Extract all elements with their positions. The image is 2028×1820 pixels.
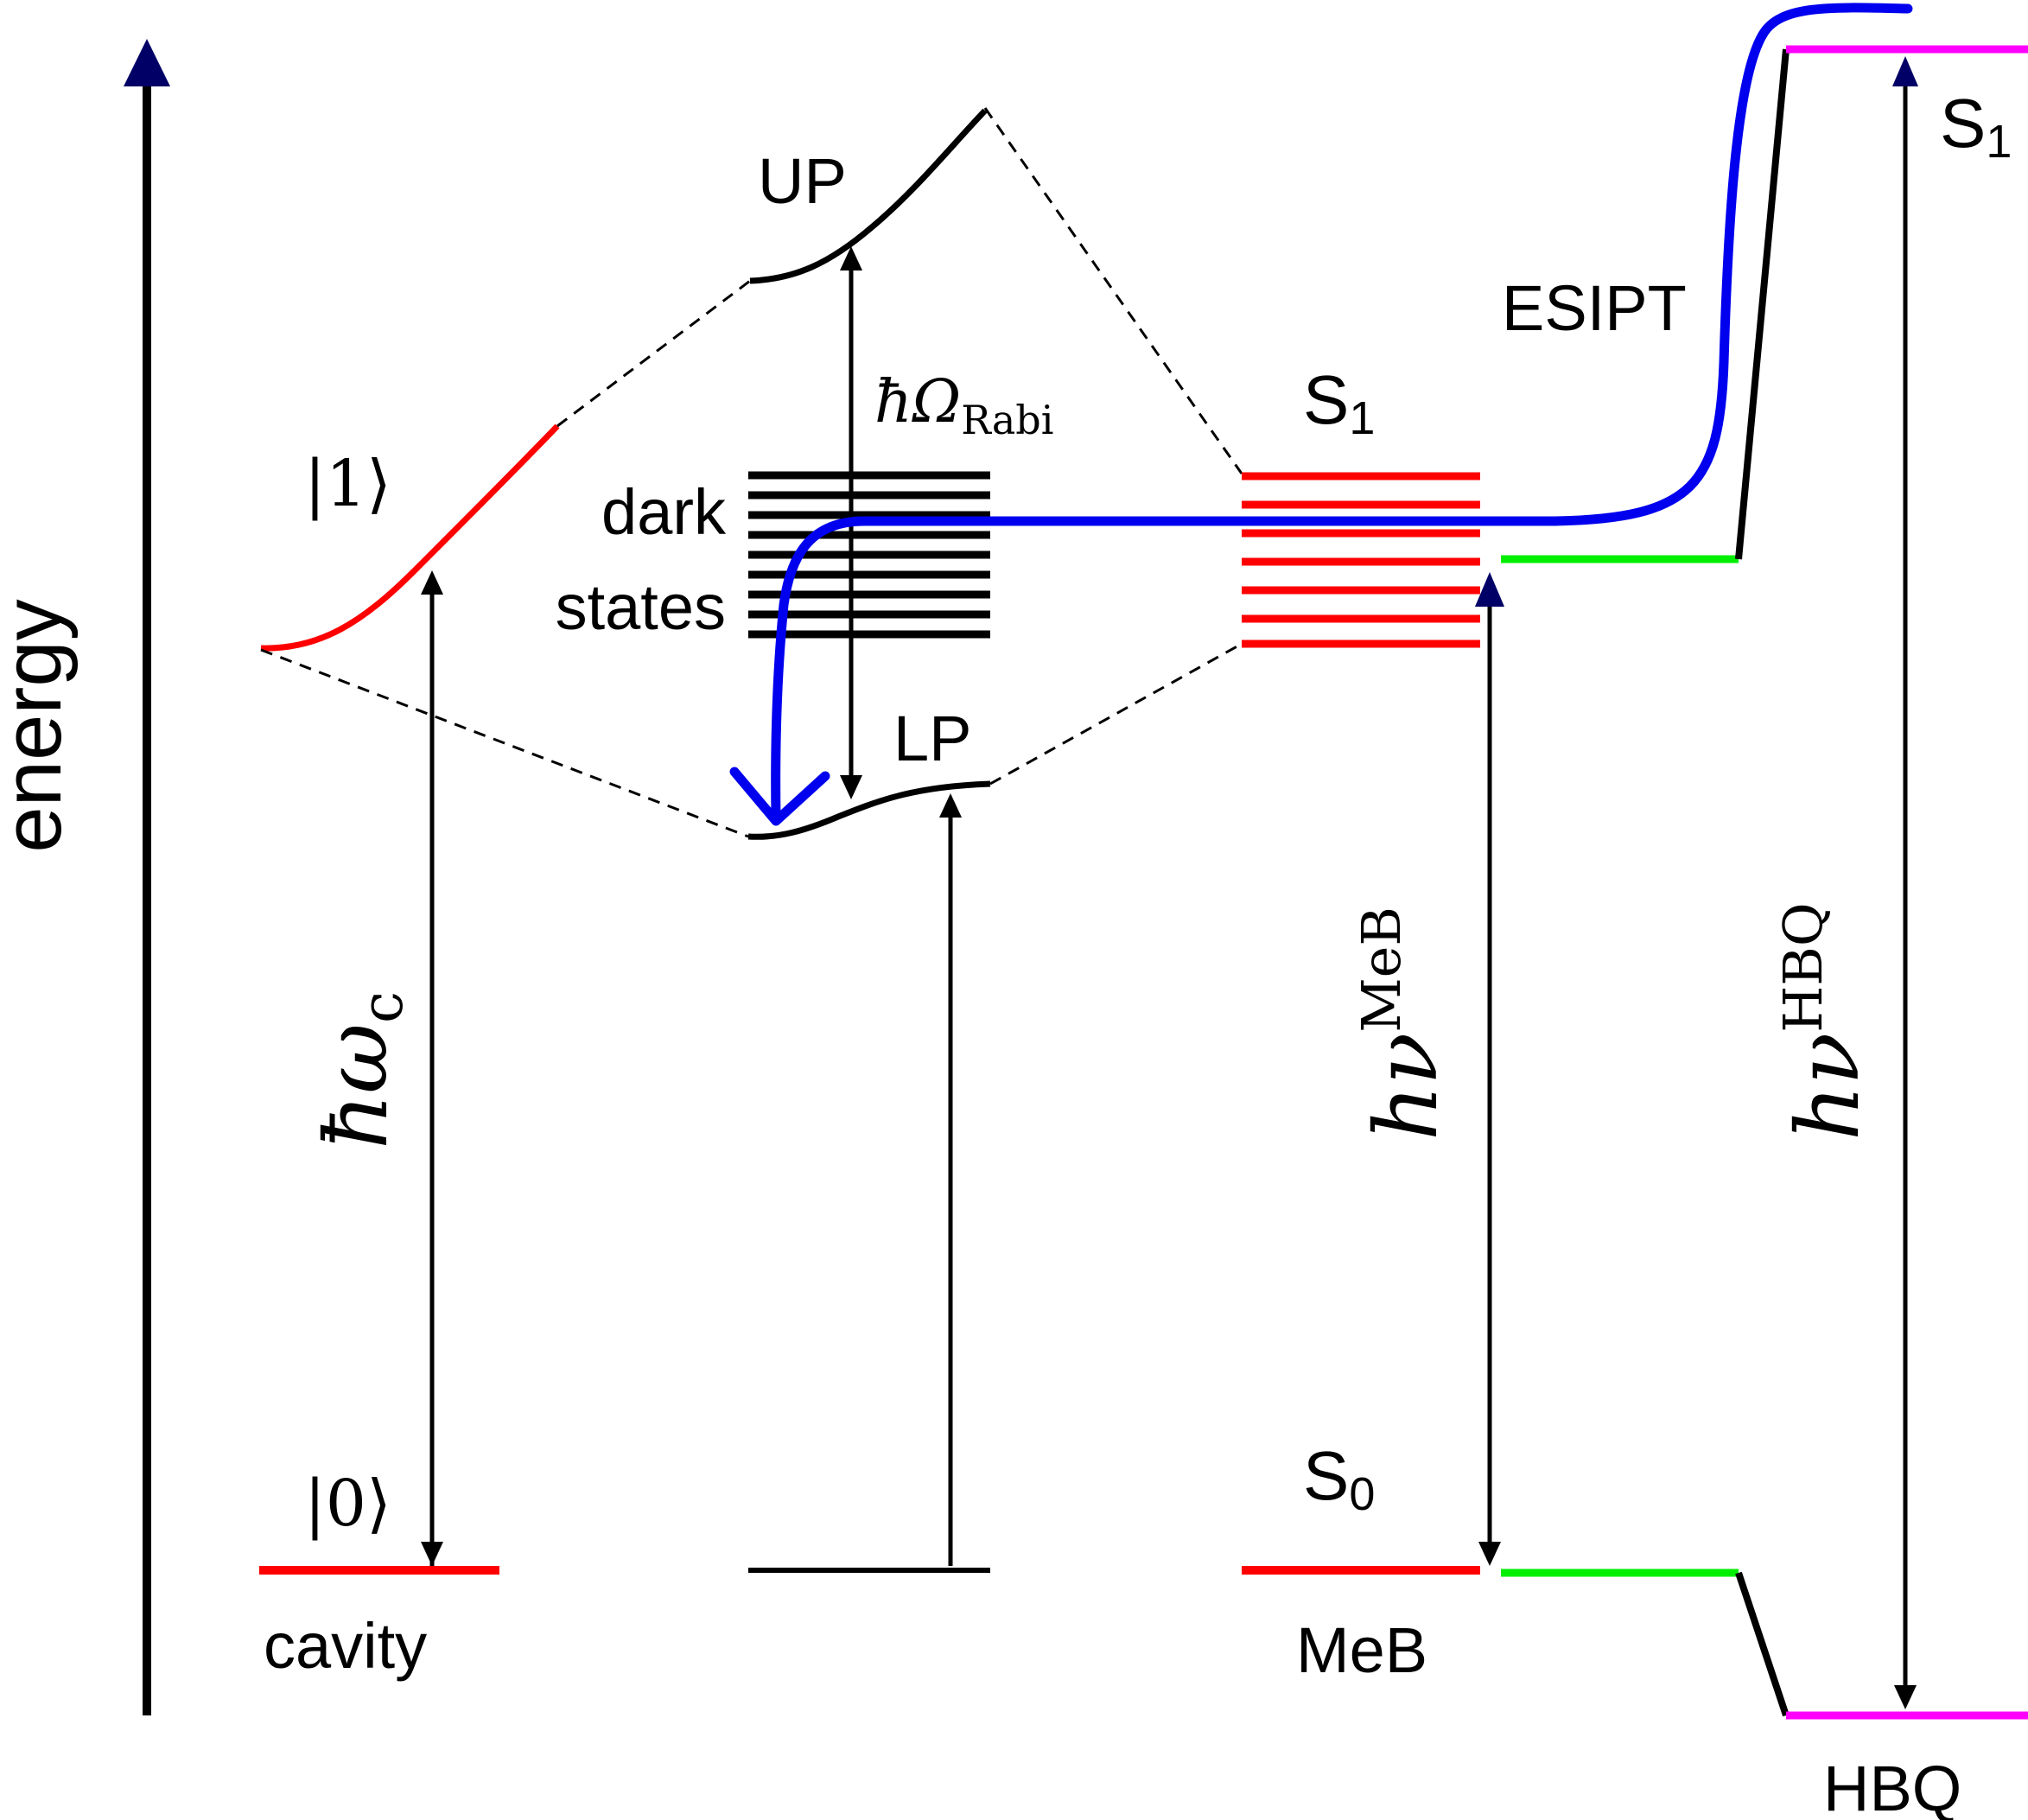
svg-text:hνMeB: hνMeB [1350, 907, 1457, 1141]
meb-arrowhead-top [1475, 572, 1504, 607]
cavity-arrowhead-top [421, 570, 443, 595]
hbq-label: HBQ [1823, 1753, 1961, 1820]
meb-label: MeB [1296, 1614, 1427, 1686]
lower-polariton-curve [747, 780, 991, 840]
cavity-excited-state-label: |1⟩ [304, 447, 391, 521]
energy-axis-label: energy [0, 599, 79, 853]
rabi-arrowhead-top [840, 246, 862, 270]
dark-states-label-line2: states [556, 571, 726, 643]
dash-cavity-lp [260, 648, 749, 838]
hbq-s1-label: S1 [1940, 85, 2012, 168]
svg-text:hνHBQ: hνHBQ [1771, 902, 1879, 1141]
meb-s1-manifold [1242, 472, 1480, 648]
hbq-arrowhead-top [1892, 56, 1918, 86]
esipt-label: ESIPT [1502, 272, 1687, 344]
cavity-label: cavity [264, 1610, 427, 1682]
hbq-arrowhead-bottom [1894, 1685, 1917, 1709]
dash-lp-meb [989, 642, 1243, 786]
relaxation-path [771, 3, 1913, 822]
dark-states-label-line1: dark [601, 476, 727, 548]
relaxation-arrowhead [729, 767, 830, 826]
esipt-slope-lower [1735, 1571, 1790, 1717]
upper-polariton-curve [749, 108, 988, 284]
meb-s1-label: S1 [1303, 361, 1375, 444]
lower-polariton-label: LP [893, 703, 972, 774]
meb-transition-label: hνMeB [1350, 907, 1457, 1141]
hbq-transition-label: hνHBQ [1771, 902, 1879, 1141]
lp-excitation-arrowhead [939, 793, 962, 818]
cavity-excited-curve [260, 423, 560, 652]
dash-cavity-up [556, 279, 751, 428]
esipt-slope-upper [1735, 48, 1790, 560]
rabi-label: ħΩRabi [874, 368, 1053, 443]
cavity-ground-state-label: |0⟩ [304, 1467, 391, 1541]
meb-s0-label: S0 [1303, 1437, 1375, 1520]
energy-axis-arrowhead [124, 39, 170, 86]
rabi-arrowhead-bottom [840, 775, 862, 799]
upper-polariton-label: UP [758, 145, 847, 217]
svg-text:ħωc: ħωc [306, 991, 416, 1149]
meb-arrowhead-bottom [1478, 1542, 1501, 1566]
cavity-arrowhead-bottom [421, 1542, 443, 1566]
cavity-transition-label: ħωc [306, 991, 416, 1149]
